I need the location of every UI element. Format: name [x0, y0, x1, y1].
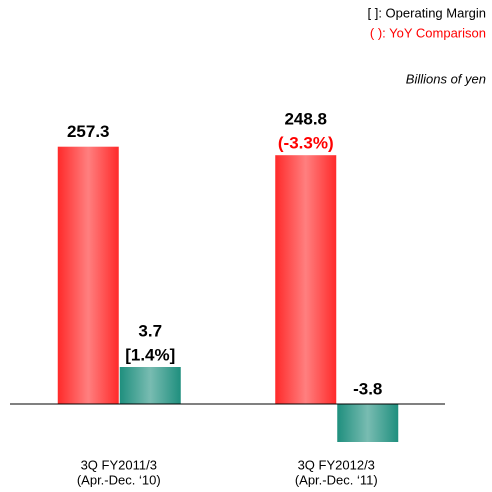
- value-label: -3.8: [353, 379, 382, 398]
- value-label: 3.7: [138, 321, 162, 340]
- value-label: 248.8: [284, 110, 327, 129]
- bar: [119, 367, 181, 404]
- note-label: [1.4%]: [125, 345, 175, 364]
- x-tick-label: 3Q FY2012/3: [298, 457, 375, 472]
- x-tick-label: (Apr.-Dec. ‘10): [77, 472, 161, 487]
- unit-note: Billions of yen: [406, 71, 486, 86]
- bar: [275, 155, 337, 404]
- legend-note: [ ]: Operating Margin: [368, 5, 487, 20]
- x-tick-label: 3Q FY2011/3: [81, 457, 157, 472]
- bar: [337, 404, 399, 442]
- note-label: (-3.3%): [278, 134, 334, 153]
- x-tick-label: (Apr.-Dec. ‘11): [295, 472, 378, 487]
- value-label: 257.3: [67, 122, 110, 141]
- bar: [57, 146, 119, 404]
- legend-note: ( ): YoY Comparison: [370, 25, 486, 40]
